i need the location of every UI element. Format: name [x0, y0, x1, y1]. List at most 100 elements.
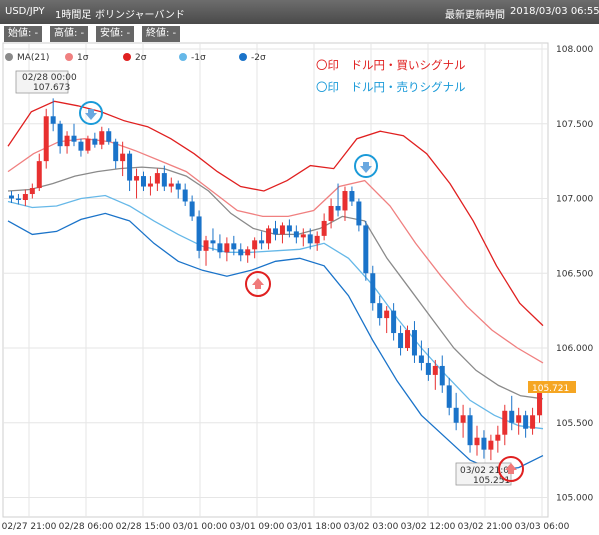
candle-body — [189, 201, 195, 217]
candle-body — [273, 228, 278, 235]
low-tooltip: 03/02 21:00 105.251 — [455, 462, 515, 486]
updated-label: 最新更新時間 — [445, 10, 505, 21]
legend-swatch — [239, 53, 247, 61]
candle-body — [245, 249, 251, 256]
buy-signal-marker-2 — [498, 456, 524, 482]
candle-body — [342, 191, 348, 211]
candle-body — [349, 191, 355, 202]
x-tick-label: 02/28 06:00 — [59, 522, 114, 532]
candle-body — [140, 176, 146, 187]
candle-body — [259, 240, 265, 244]
candle-body — [502, 410, 508, 435]
candle-body — [168, 183, 174, 187]
candle-body — [8, 195, 14, 199]
candle-body — [154, 173, 160, 184]
legend-label: 2σ — [135, 53, 147, 63]
candle-body — [300, 234, 306, 238]
candle-body — [50, 116, 56, 124]
legend-label: -2σ — [251, 53, 266, 63]
current-price-tag: 105.721 — [528, 381, 576, 394]
plot-frame — [2, 42, 549, 518]
low-tooltip-time: 03/02 21:00 — [460, 466, 515, 476]
candle-body — [446, 385, 452, 408]
buy-signal-marker-1 — [245, 271, 271, 297]
candle-body — [36, 161, 42, 189]
candle-body — [71, 135, 77, 142]
legend-swatch — [179, 53, 187, 61]
candle-body — [321, 220, 327, 236]
y-tick-label: 105.000 — [556, 494, 593, 504]
candle-body — [175, 183, 181, 190]
candle-body — [335, 205, 341, 211]
open-readout: 始値: - — [4, 26, 43, 42]
candle-body — [384, 310, 390, 319]
legend-label: MA(21) — [17, 53, 49, 63]
candle-body — [537, 389, 543, 416]
candle-body — [425, 362, 431, 375]
candle-body — [439, 365, 445, 386]
candle-body — [509, 410, 515, 423]
sell-signal-marker-2 — [354, 154, 378, 178]
legend-swatch — [65, 53, 73, 61]
x-tick-label: 02/28 15:00 — [116, 522, 171, 532]
y-tick-label: 108.000 — [556, 45, 593, 55]
band-minus-1sigma-line — [7, 194, 544, 430]
candle-body — [398, 333, 404, 348]
candles — [8, 98, 543, 461]
candle-body — [370, 273, 376, 304]
chart-grid — [2, 42, 549, 518]
high-tooltip-value: 107.673 — [33, 83, 70, 93]
candle-body — [523, 415, 529, 429]
candle-body — [15, 198, 21, 200]
candle-body — [85, 138, 91, 151]
candle-body — [377, 303, 383, 319]
candle-body — [78, 141, 84, 151]
legend-swatch — [5, 53, 13, 61]
x-tick-label: 03/01 18:00 — [287, 522, 342, 532]
x-tick-label: 03/01 00:00 — [173, 522, 228, 532]
x-tick-label: 03/01 09:00 — [230, 522, 285, 532]
candle-body — [391, 310, 397, 334]
x-tick-label: 03/02 21:00 — [458, 522, 513, 532]
candle-body — [481, 437, 487, 450]
candle-body — [432, 365, 438, 375]
candle-body — [356, 201, 362, 226]
candle-body — [266, 228, 272, 244]
high-readout: 高値: - — [50, 26, 89, 42]
x-axis: 02/27 21:00 02/28 06:00 02/28 15:00 03/01 0… — [2, 522, 570, 532]
candle-body — [203, 240, 209, 251]
candle-body — [217, 243, 223, 253]
buy-signal-note: 〇印 ドル円・買いシグナル — [316, 58, 466, 72]
candle-body — [22, 194, 28, 200]
candle-body — [286, 225, 292, 232]
legend-label: 1σ — [77, 53, 89, 63]
sell-signal-note: 〇印 ドル円・売りシグナル — [316, 80, 466, 94]
candle-body — [293, 231, 299, 238]
candle-body — [106, 131, 112, 142]
candle-body — [279, 225, 285, 235]
candle-body — [147, 183, 153, 187]
candle-body — [210, 240, 216, 244]
x-tick-label: 03/02 12:00 — [401, 522, 456, 532]
band-minus-2sigma-line — [7, 212, 544, 472]
candle-body — [488, 440, 494, 450]
candle-body — [467, 415, 473, 446]
candle-body — [238, 249, 244, 256]
ma21-line — [7, 166, 544, 400]
high-tooltip: 02/28 00:00 107.673 — [15, 70, 77, 94]
candle-body — [453, 407, 459, 423]
indicator-label: ボリンジャーバンド — [95, 10, 185, 21]
candle-body — [252, 240, 258, 250]
pair-label: USD/JPY — [5, 6, 45, 17]
candle-body — [495, 434, 501, 441]
x-tick-label: 02/27 21:00 — [2, 522, 57, 532]
candle-body — [411, 330, 417, 356]
candle-body — [64, 135, 70, 147]
candle-body — [29, 188, 35, 195]
x-tick-label: 03/02 03:00 — [344, 522, 399, 532]
updated-value: 2018/03/03 06:55 — [510, 6, 599, 17]
low-tooltip-value: 105.251 — [473, 476, 510, 486]
candle-body — [314, 235, 320, 244]
candle-body — [460, 415, 466, 423]
